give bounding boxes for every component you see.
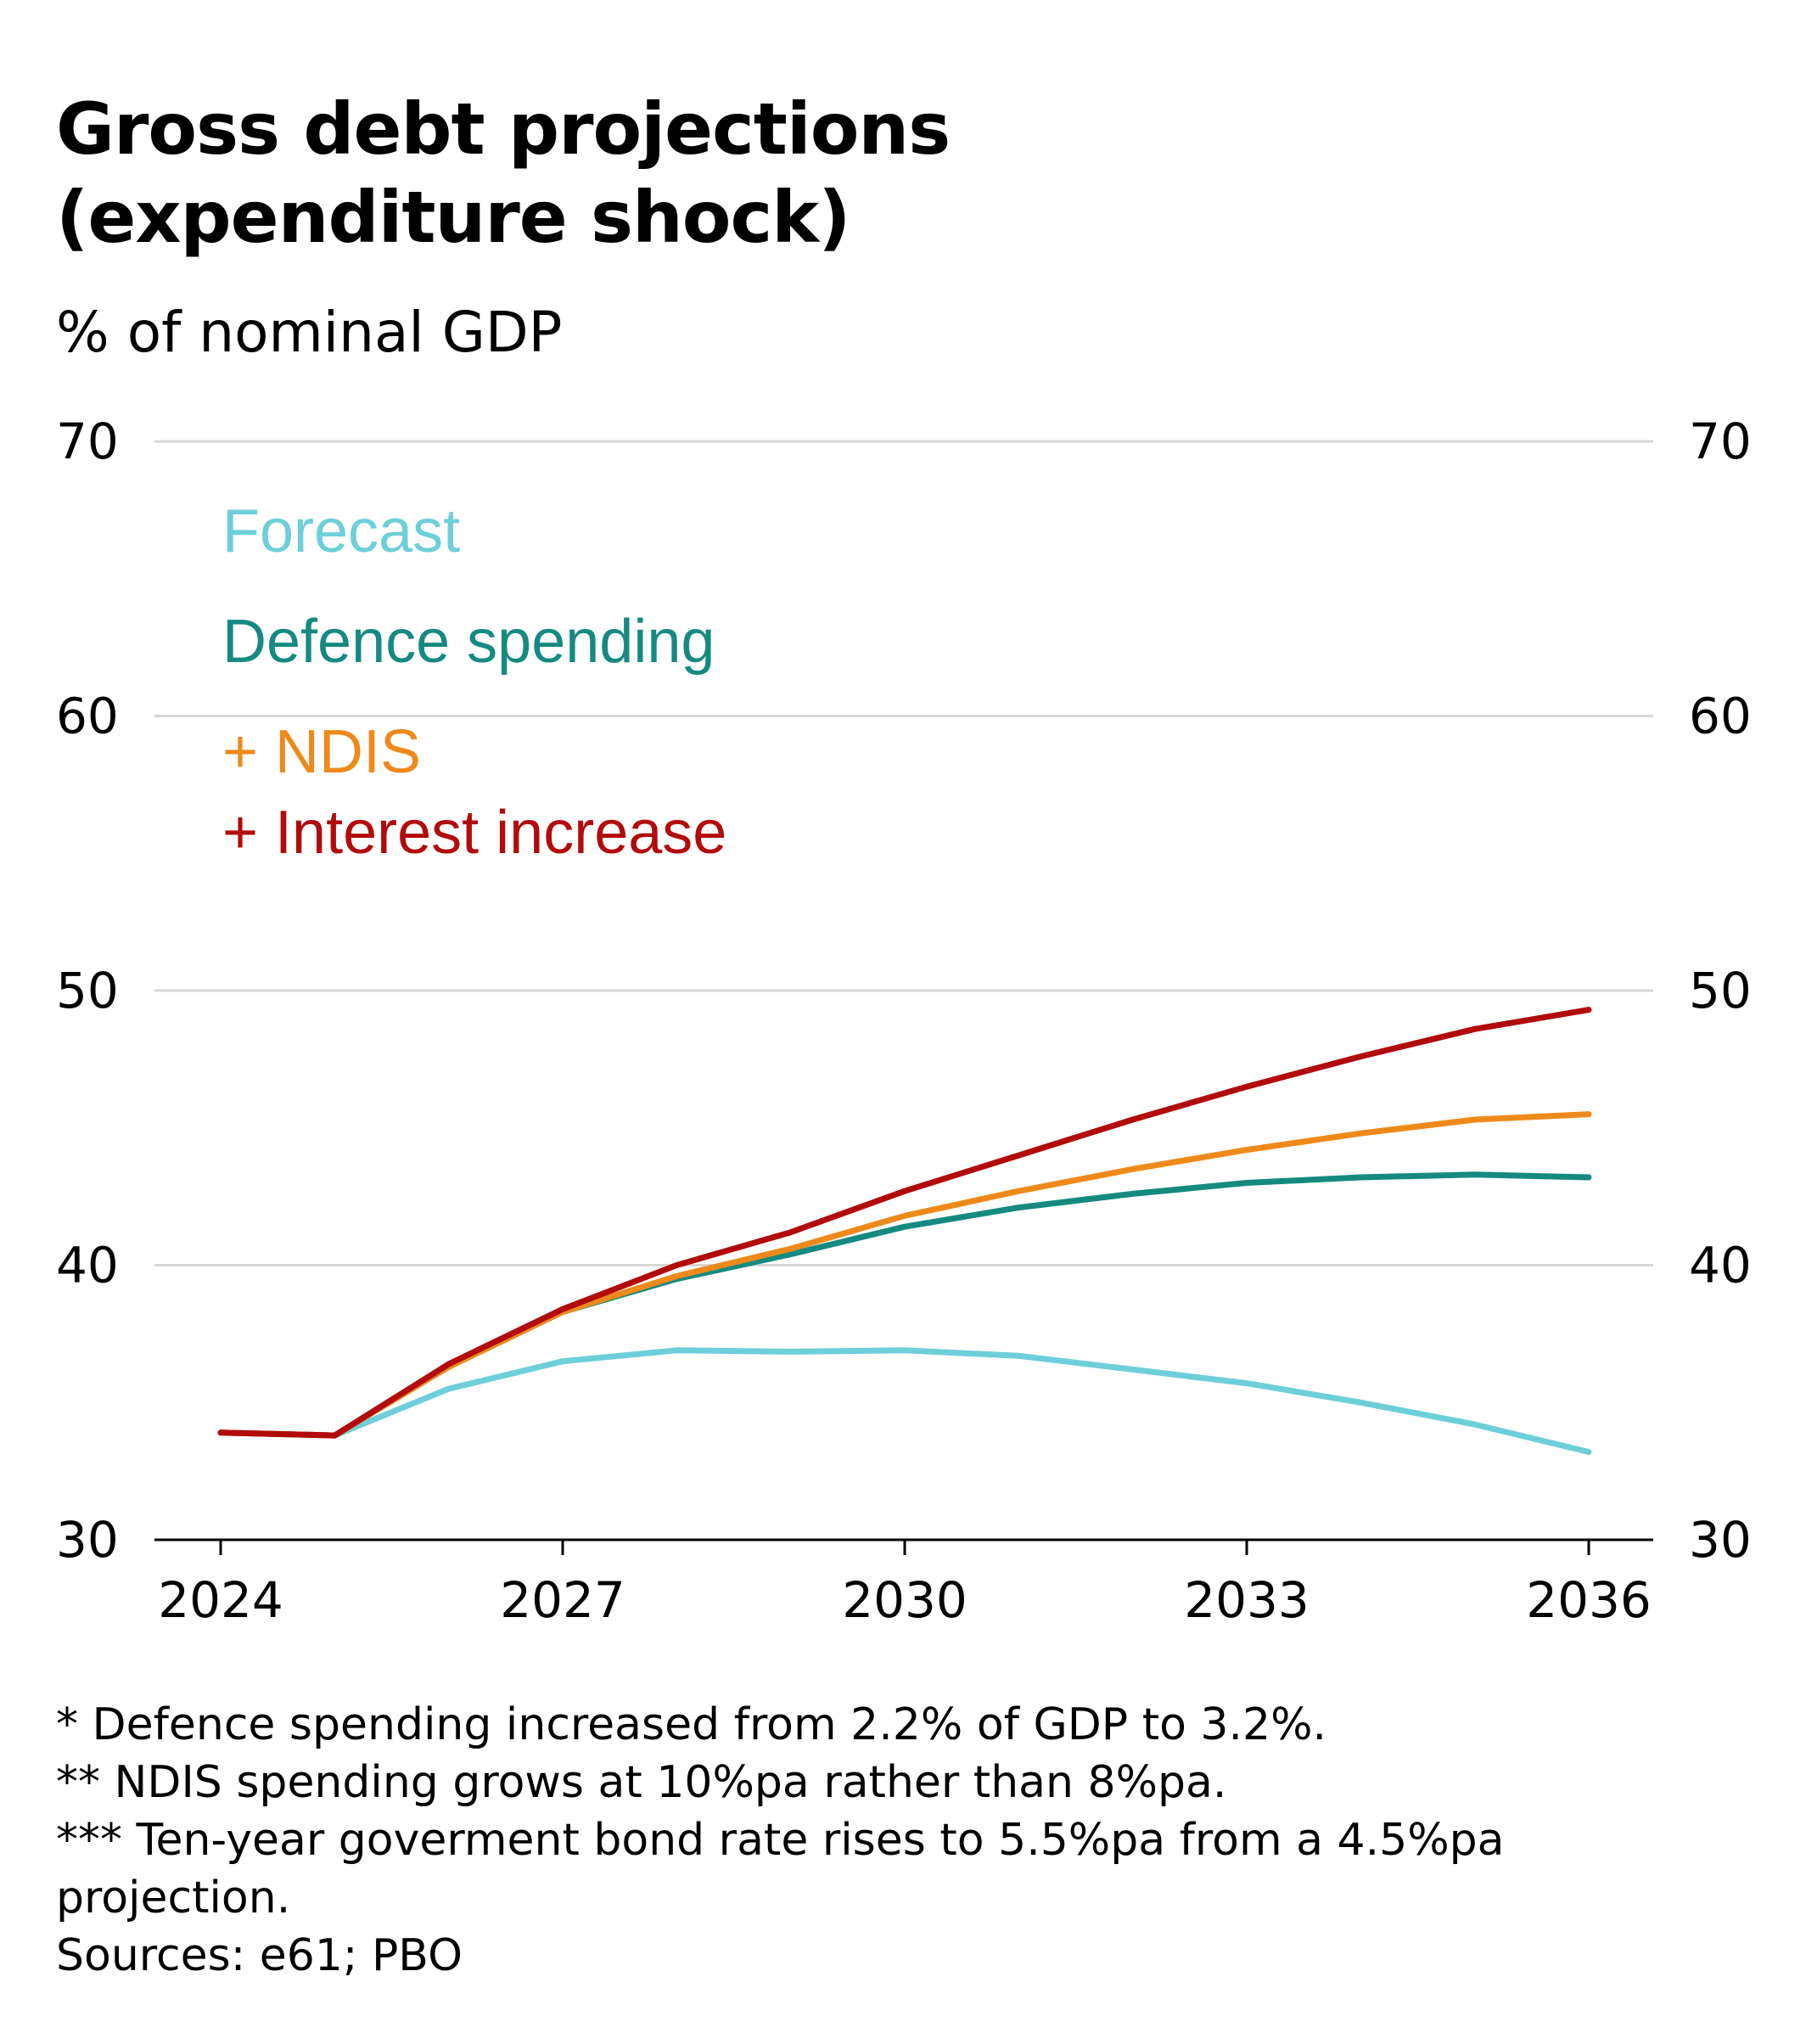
legend: Forecast Defence spending + NDIS + Interest… [222, 497, 726, 867]
y-tick-left-60: 60 [56, 688, 119, 745]
y-tick-right-50: 50 [1689, 962, 1752, 1019]
y-tick-left-30: 30 [56, 1511, 119, 1569]
footnote-sources: Sources: e61; PBO [56, 1930, 463, 1981]
y-tick-right-70: 70 [1689, 413, 1752, 470]
chart-subtitle: % of nominal GDP [56, 300, 563, 365]
footnote-ndis: ** NDIS spending grows at 10%pa rather t… [56, 1757, 1227, 1808]
series-line-3 [217, 1007, 1592, 1439]
series-lines [217, 1007, 1592, 1455]
legend-entry-3: + Interest increase [222, 799, 726, 867]
series-line-0 [217, 1347, 1592, 1455]
gridlines [154, 440, 1653, 1266]
axes: 30 30 40 40 50 50 60 60 70 70 2024 2027 2030 2033 2036 [56, 413, 1752, 1629]
footnotes: * Defence spending increased from 2.2% o… [56, 1696, 1753, 1985]
x-tick-label-2036: 2036 [1526, 1571, 1652, 1629]
footnote-interest: *** Ten-year goverment bond rate rises t… [56, 1815, 1505, 1923]
chart-title-line-1: Gross debt projections [56, 87, 951, 171]
footnote-defence: * Defence spending increased from 2.2% o… [56, 1699, 1327, 1750]
x-tick-label-2027: 2027 [500, 1571, 625, 1629]
x-tick-label-2024: 2024 [158, 1571, 283, 1629]
y-tick-left-50: 50 [56, 962, 119, 1019]
y-tick-right-30: 30 [1689, 1511, 1752, 1569]
y-tick-left-40: 40 [56, 1237, 119, 1294]
x-tick-label-2033: 2033 [1184, 1571, 1310, 1629]
chart-title-line-2: (expenditure shock) [56, 176, 851, 259]
y-tick-left-70: 70 [56, 413, 119, 470]
chart-title: Gross debt projections (expenditure shoc… [56, 85, 1753, 261]
y-tick-right-40: 40 [1689, 1237, 1752, 1294]
y-tick-right-60: 60 [1689, 688, 1752, 745]
legend-entry-2: + NDIS [222, 718, 421, 786]
legend-entry-1: Defence spending [222, 608, 715, 676]
legend-entry-0: Forecast [222, 497, 460, 565]
x-tick-label-2030: 2030 [842, 1571, 968, 1629]
series-line-2 [217, 1111, 1592, 1439]
